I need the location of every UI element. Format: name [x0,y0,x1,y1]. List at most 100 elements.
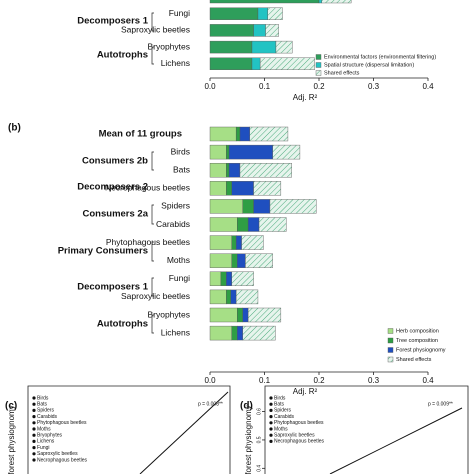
group-bracket [151,204,154,225]
group-label: Mean of 11 groups [99,129,182,140]
bar-segment [231,235,237,250]
bar-segment [259,57,315,70]
bar-segment [209,0,320,4]
bar-segment [226,162,230,178]
bar-segment [226,181,233,196]
bar-segment [242,199,254,214]
legend-icon [32,408,36,412]
bar-segment [231,253,238,268]
legend-label: Herb composition [396,328,439,334]
fit-line [139,391,229,474]
group-label: Consumers 2b [82,156,148,167]
legend-icon [269,415,273,419]
bar-segment [239,162,292,178]
group-label: Decomposers 1 [77,16,148,27]
y-axis-label: forest physiognomy [7,405,16,474]
bar-segment [209,325,232,341]
legend-label: Spatial structure (dispersal limitation) [324,62,414,68]
group-bracket [151,277,154,297]
bar-segment [237,253,246,268]
legend-label: Shared effects [396,357,432,363]
bar-segment [321,0,352,4]
legend-label: Spiders [274,408,291,414]
x-tick-label: 0.1 [259,82,271,91]
legend-swatch [387,356,394,363]
bar-segment [209,253,232,268]
bar-segment [209,7,259,20]
legend-label: Birds [274,395,286,401]
legend-label: Birds [37,395,49,401]
bar-segment [230,289,237,305]
category-label: Bryophytes [147,309,190,319]
category-label: Moths [167,255,190,265]
bar-segment [231,325,238,341]
legend-icon [32,421,36,425]
y-tick-label: 0.5 [256,436,262,443]
legend-swatch [315,54,322,60]
group-label: Decomposers 1 [77,282,148,293]
legend-icon [32,433,36,437]
legend-swatch [315,70,322,76]
bar-segment [209,289,227,305]
legend-label: Carabids [274,414,295,420]
category-label: Saproxylic beetles [121,25,190,35]
plot-frame [27,385,231,474]
bar-segment [209,181,227,196]
x-tick-label: 0.0 [204,376,216,385]
x-tick-label: 0.2 [313,376,325,385]
bar-segment [220,271,227,286]
y-axis-label: forest physiognomy [244,405,253,474]
x-axis-label: Adj. R² [293,387,318,396]
legend-icon [32,402,36,406]
legend-icon [32,446,36,450]
legend-icon [32,427,36,431]
legend-swatch [387,337,394,344]
bar-segment [237,217,249,232]
legend-label: Fungi [37,445,50,451]
bar-segment [235,126,241,142]
legend-label: Bats [37,402,48,408]
legend-label: Tree composition [396,338,438,344]
legend-label: Saproxylic beetles [37,451,78,457]
bar-segment [209,307,238,323]
group-label: Autotrophs [97,319,148,330]
legend-label: Carabids [37,414,58,420]
bar-segment [245,253,273,268]
x-tick-label: 0.3 [368,376,380,385]
bar-segment [242,325,276,341]
group-bracket [151,12,154,32]
bar-segment [209,199,243,214]
x-tick-label: 0.4 [422,376,434,385]
legend-label: Environmental factors (environmental fil… [324,54,436,60]
legend-icon [32,439,36,443]
bar-segment [247,217,260,232]
legend-label: Bryophytes [37,433,63,439]
bar-segment [253,199,271,214]
category-label: Birds [171,146,190,156]
bar-segment [241,235,264,250]
legend-label: Saproxylic beetles [274,433,315,439]
x-tick-label: 0.1 [259,376,271,385]
group-label: Consumers 2a [83,209,149,220]
legend-icon [269,433,273,437]
x-tick-label: 0.0 [204,82,216,91]
legend-label: Bats [274,402,285,408]
plot-frame [264,385,469,474]
legend-swatch [387,328,394,334]
bar-segment [272,144,301,160]
category-label: Lichens [161,327,190,337]
category-label: Fungi [169,8,190,18]
group-bracket [151,46,154,65]
bar-segment [267,7,283,20]
bar-segment [235,235,242,250]
legend-icon [269,421,273,425]
legend-label: Phytophagous beetles [274,420,324,426]
category-label: Necrophagous beetles [105,183,190,193]
bar-segment [239,126,250,142]
legend-icon [32,415,36,419]
legend-label: Necrophagous beetles [274,439,325,445]
group-label: Autotrophs [97,50,148,61]
legend-label: Moths [274,426,288,432]
group-bracket [151,151,154,171]
